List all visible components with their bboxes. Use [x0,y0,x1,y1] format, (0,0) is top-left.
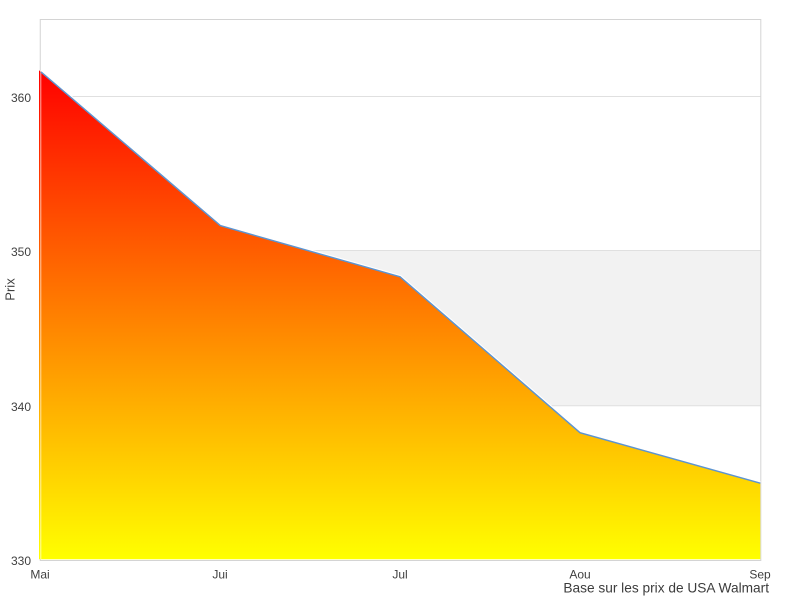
svg-text:Jul: Jul [392,568,407,582]
svg-text:350: 350 [11,245,31,259]
svg-text:Base sur les prix de USA Walma: Base sur les prix de USA Walmart [563,581,769,596]
svg-text:Sep: Sep [749,568,771,582]
svg-text:340: 340 [11,400,31,414]
svg-text:Aou: Aou [569,568,590,582]
svg-text:360: 360 [11,91,31,105]
svg-text:Jui: Jui [212,568,227,582]
svg-text:Mai: Mai [30,568,49,582]
svg-text:330: 330 [11,554,31,568]
svg-text:Prix: Prix [3,278,18,301]
